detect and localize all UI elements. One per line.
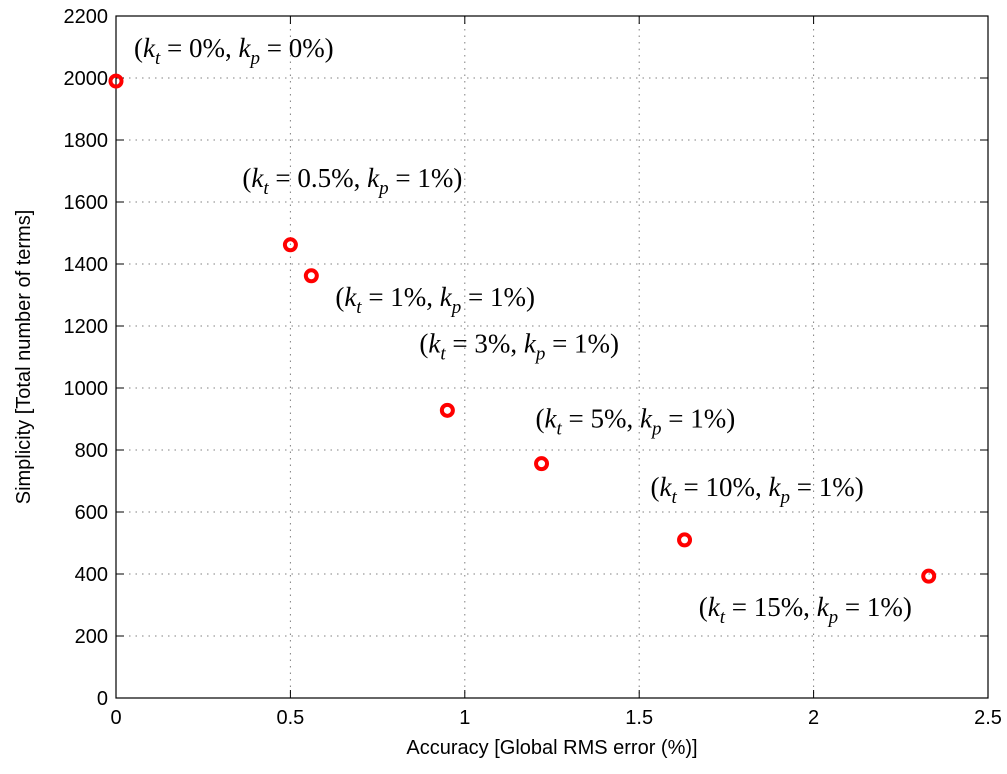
plot-frame xyxy=(115,15,989,699)
point-annotation: (kt = 3%, kp = 1%) xyxy=(419,328,619,364)
point-annotation: (kt = 5%, kp = 1%) xyxy=(536,404,736,440)
y-tick-label: 200 xyxy=(75,626,108,648)
point-annotation: (kt = 0%, kp = 0%) xyxy=(134,33,334,69)
data-point xyxy=(439,402,455,418)
data-points xyxy=(108,73,937,584)
data-point xyxy=(108,73,124,89)
x-tick-label: 0.5 xyxy=(276,707,304,729)
x-tick-label: 1 xyxy=(459,707,470,729)
point-annotation: (kt = 1%, kp = 1%) xyxy=(335,282,535,318)
y-tick-label: 600 xyxy=(75,502,108,524)
x-axis-label: Accuracy [Global RMS error (%)] xyxy=(406,737,697,759)
data-point xyxy=(921,568,937,584)
data-point xyxy=(282,237,298,253)
axis-ticks: 0 0.5 1 1.5 2 2.5 0 200 400 600 800 1000 1200 1400 160… xyxy=(64,6,1002,729)
y-tick-label: 2000 xyxy=(64,68,109,90)
y-tick-label: 1000 xyxy=(64,378,109,400)
annotations: (kt = 0%, kp = 0%) (kt = 0.5%, kp = 1%) (k… xyxy=(134,33,912,628)
data-point xyxy=(303,268,319,284)
x-tick-label: 0 xyxy=(110,707,121,729)
data-point xyxy=(534,456,550,472)
y-axis-label: Simplicity [Total number of terms] xyxy=(13,210,35,505)
y-tick-label: 800 xyxy=(75,440,108,462)
point-annotation: (kt = 10%, kp = 1%) xyxy=(651,472,864,508)
y-tick-label: 400 xyxy=(75,564,108,586)
y-tick-label: 0 xyxy=(97,688,108,710)
y-tick-label: 1200 xyxy=(64,316,109,338)
y-tick-label: 1600 xyxy=(64,192,109,214)
y-tick-label: 2200 xyxy=(64,6,109,28)
x-tick-label: 1.5 xyxy=(625,707,653,729)
y-tick-label: 1800 xyxy=(64,130,109,152)
point-annotation: (kt = 0.5%, kp = 1%) xyxy=(242,163,462,199)
data-point xyxy=(677,532,693,548)
x-tick-label: 2 xyxy=(808,707,819,729)
point-annotation: (kt = 15%, kp = 1%) xyxy=(699,592,912,628)
y-tick-label: 1400 xyxy=(64,254,109,276)
x-tick-label: 2.5 xyxy=(974,707,1002,729)
grid xyxy=(116,16,988,698)
